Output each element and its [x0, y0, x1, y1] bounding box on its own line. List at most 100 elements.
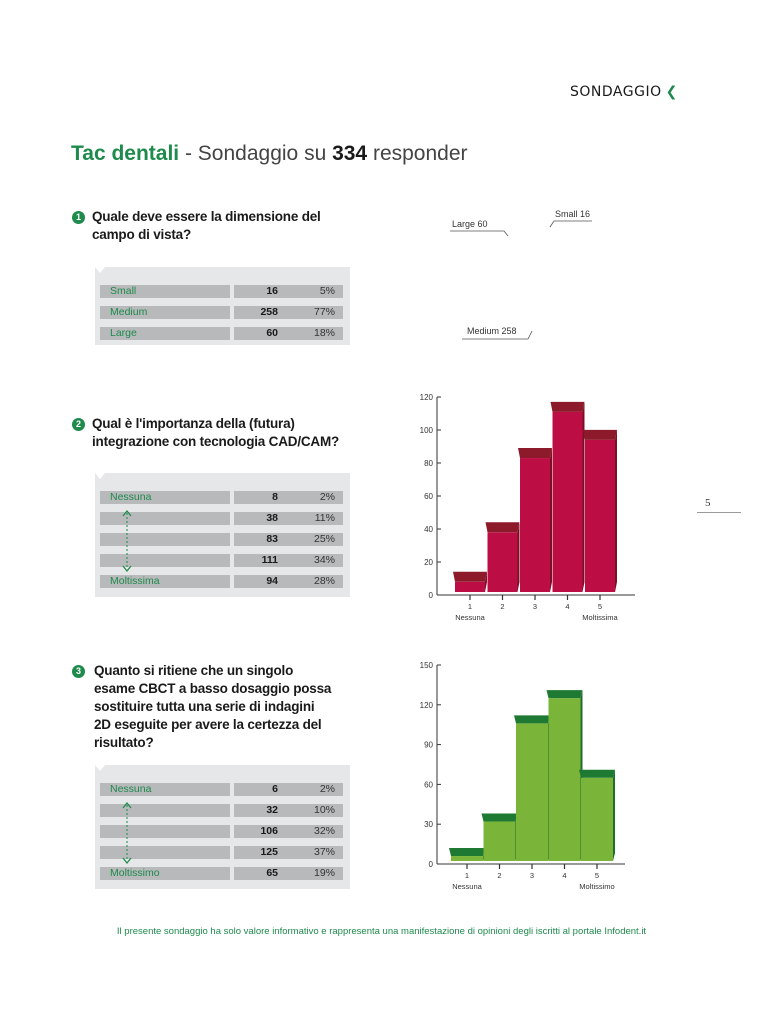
question-1-text: Quale deve essere la dimensione del camp…	[92, 208, 352, 244]
scale-double-arrow-icon	[122, 510, 132, 572]
x-tick-label: 1	[468, 602, 472, 611]
leader-line-large	[450, 230, 509, 237]
pie-leader-lines	[450, 220, 592, 340]
x-tick-label: 4	[562, 871, 566, 880]
question-number-2: 2	[72, 418, 85, 431]
row-label	[100, 512, 230, 525]
row-count: 16	[234, 285, 286, 298]
y-tick-label: 150	[420, 661, 434, 670]
table-row: 106 32%	[100, 825, 344, 838]
row-count: 38	[234, 512, 286, 525]
y-tick-label: 30	[424, 820, 433, 829]
bar-top	[453, 571, 487, 582]
table-row: 111 34%	[100, 554, 344, 567]
bar	[520, 458, 550, 592]
row-percent: 77%	[286, 306, 343, 319]
bar	[581, 777, 613, 861]
x-tick-label: 2	[497, 871, 501, 880]
page-number-rule	[697, 512, 741, 513]
bar-chart-cbct: 0 30 60 90 120 150 1 2 3 4 5 Nessuna Moltissimo	[420, 661, 625, 891]
question-2-line: Qual è l'importanza della (futura)	[92, 416, 295, 431]
title-mid: - Sondaggio su	[179, 142, 333, 165]
bar	[451, 856, 483, 861]
row-percent: 2%	[286, 491, 343, 504]
bar-top	[583, 429, 617, 440]
row-percent: 11%	[286, 512, 343, 525]
row-percent: 25%	[286, 533, 343, 546]
x-tick-label: 4	[565, 602, 569, 611]
y-tick-label: 0	[429, 591, 434, 600]
x-tick-label: 3	[530, 871, 534, 880]
title-end: responder	[367, 142, 468, 165]
y-tick-label: 90	[424, 741, 433, 750]
row-label	[100, 554, 230, 567]
row-count: 8	[234, 491, 286, 504]
leader-line-small	[549, 220, 592, 228]
row-count: 94	[234, 575, 286, 588]
table-row: 32 10%	[100, 804, 344, 817]
table-notch	[95, 765, 105, 771]
bar-side	[582, 401, 585, 592]
x-end-label-low: Nessuna	[452, 882, 482, 891]
table-row: Medium 258 77%	[100, 306, 344, 319]
row-label: Medium	[100, 306, 230, 319]
row-percent: 28%	[286, 575, 343, 588]
bar	[552, 411, 583, 592]
row-label	[100, 846, 230, 859]
row-percent: 18%	[286, 327, 343, 340]
chevron-left-icon: ❮	[665, 84, 678, 100]
y-tick-label: 120	[420, 393, 434, 402]
bar-side	[550, 448, 552, 592]
bar	[516, 723, 548, 861]
bar-top	[485, 522, 520, 533]
bar-side	[517, 522, 520, 592]
bar-top	[579, 769, 615, 778]
row-count: 32	[234, 804, 286, 817]
question-number-3: 3	[72, 665, 85, 678]
question-3-line: esame CBCT a basso dosaggio possa	[94, 681, 332, 696]
pie-label-large: Large 60	[452, 219, 488, 229]
bar-side	[613, 769, 615, 861]
q1-table: Small 16 5% Medium 258 77% Large 60 18%	[95, 267, 350, 345]
row-percent: 37%	[286, 846, 343, 859]
row-label: Moltissima	[100, 575, 230, 588]
pie-label-medium: Medium 258	[467, 326, 517, 336]
bar-top	[518, 448, 552, 459]
x-end-label-high: Moltissima	[582, 613, 618, 622]
bar-top	[481, 813, 518, 822]
question-number-1: 1	[72, 211, 85, 224]
row-label	[100, 533, 230, 546]
table-row: 83 25%	[100, 533, 344, 546]
question-1-line: Quale deve essere la dimensione del	[92, 209, 321, 224]
section-label: SONDAGGIO	[570, 84, 662, 100]
question-1-line: campo di vista?	[92, 227, 192, 242]
table-row: 125 37%	[100, 846, 344, 859]
bar-side	[615, 429, 617, 592]
bar	[585, 439, 615, 592]
page-number: 5	[705, 497, 711, 509]
question-2-text: Qual è l'importanza della (futura) integ…	[92, 415, 362, 451]
table-row: Small 16 5%	[100, 285, 344, 298]
row-label: Small	[100, 285, 230, 298]
row-count: 258	[234, 306, 286, 319]
row-count: 65	[234, 867, 286, 880]
row-label	[100, 825, 230, 838]
row-label: Nessuna	[100, 783, 230, 796]
y-tick-label: 0	[429, 860, 434, 869]
scale-double-arrow-icon	[122, 802, 132, 864]
bar	[487, 532, 518, 592]
table-row: Moltissimo 65 19%	[100, 867, 344, 880]
row-percent: 34%	[286, 554, 343, 567]
q2-table: Nessuna 8 2% 38 11% 83 25% 111 34% Molti…	[95, 473, 350, 597]
x-tick-label: 5	[598, 602, 602, 611]
y-tick-label: 20	[424, 558, 433, 567]
x-end-label-low: Nessuna	[455, 613, 485, 622]
bar-top	[449, 848, 485, 857]
bar-top	[550, 401, 585, 412]
table-row: Nessuna 8 2%	[100, 491, 344, 504]
title-count: 334	[332, 142, 368, 165]
row-count: 6	[234, 783, 286, 796]
row-count: 83	[234, 533, 286, 546]
y-tick-label: 100	[420, 426, 434, 435]
bar	[483, 821, 516, 861]
